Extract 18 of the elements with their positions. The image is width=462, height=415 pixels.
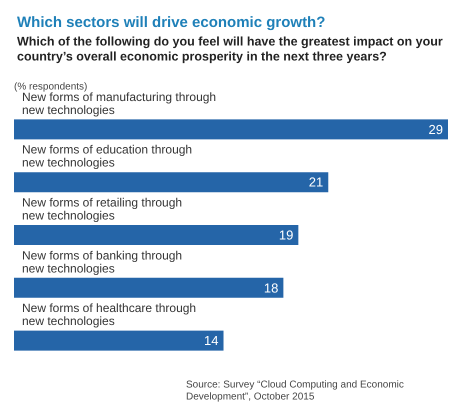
bar xyxy=(14,330,224,351)
source-note: Source: Survey “Cloud Computing and Economic Development”, October 2015 xyxy=(186,380,407,402)
y-tick-label: New forms of banking through new technologies xyxy=(22,248,182,276)
bar xyxy=(14,225,298,245)
y-tick-label: New forms of healthcare through new technologies xyxy=(22,301,196,328)
annotation: (% respondents) xyxy=(14,82,88,92)
data-label: 29 xyxy=(428,122,443,137)
bar xyxy=(14,172,328,192)
y-tick-label: New forms of education through new technologies xyxy=(22,142,192,170)
data-label: 21 xyxy=(308,174,324,190)
chart-title: Which sectors will drive economic growth? xyxy=(17,14,326,31)
y-tick-label: New forms of retailing through new technologies xyxy=(22,196,182,222)
chart-subtitle: Which of the following do you feel will have the greatest impact on your country’s overall economic prosperity in the next three years? xyxy=(17,34,446,64)
bar xyxy=(14,119,448,140)
data-label: 14 xyxy=(204,333,219,348)
bar xyxy=(14,278,284,298)
data-label: 19 xyxy=(278,228,294,242)
data-label: 18 xyxy=(264,280,278,296)
